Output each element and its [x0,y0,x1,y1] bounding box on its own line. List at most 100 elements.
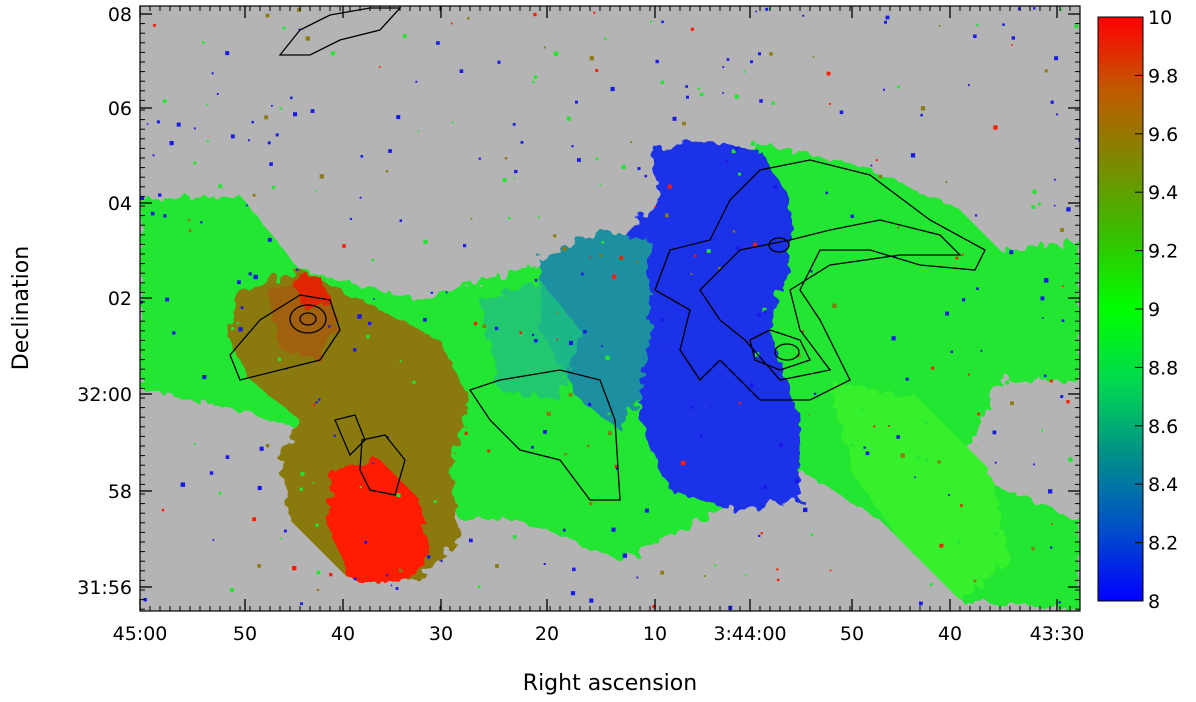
noise-speck [1011,44,1013,46]
noise-speck [312,482,315,484]
noise-speck [333,434,336,437]
noise-speck [1053,204,1056,207]
noise-speck [238,327,243,332]
noise-speck [169,141,174,146]
noise-speck [279,107,282,110]
noise-speck [257,564,261,568]
noise-speck [463,244,467,248]
noise-speck [870,164,873,167]
noise-speck [342,244,346,248]
noise-speck [467,17,470,20]
noise-speck [553,234,557,238]
noise-speck [771,101,775,105]
noise-speck [1010,401,1014,406]
noise-speck [577,158,581,162]
noise-speck [252,517,257,522]
noise-speck [948,494,950,496]
noise-speck [1078,139,1080,142]
noise-speck [1044,69,1048,73]
noise-speck [699,92,704,97]
noise-specks [140,7,1080,611]
colorbar-tick-label: 8.8 [1148,357,1178,379]
noise-speck [829,569,832,572]
noise-speck [813,392,817,395]
noise-speck [757,313,762,318]
noise-speck [910,153,916,158]
noise-speck [709,405,712,408]
noise-speck [938,24,941,27]
noise-speck [153,24,156,27]
noise-speck [611,527,616,532]
colorbar-tick-label: 9.4 [1148,182,1178,204]
noise-speck [415,80,418,83]
noise-speck [1060,395,1064,398]
noise-speck [937,460,941,464]
noise-speck [229,588,234,593]
noise-speck [749,383,754,388]
noise-speck [556,312,559,315]
noise-speck [945,181,948,183]
noise-speck [206,140,209,143]
noise-speck [158,193,162,197]
noise-speck [143,598,147,602]
noise-speck [1032,189,1037,194]
noise-speck [225,455,230,459]
noise-speck [464,387,467,390]
noise-speck [589,56,594,61]
noise-speck [353,577,357,581]
noise-speck [508,217,511,220]
noise-speck [537,216,540,219]
noise-speck [825,191,828,195]
noise-speck [373,298,375,300]
noise-speck [607,431,612,436]
noise-speck [152,154,155,157]
blue-region [620,140,800,510]
noise-speck [738,172,741,176]
noise-speck [1072,572,1076,576]
noise-speck [916,455,920,459]
noise-speck [992,430,997,435]
noise-speck [590,478,593,481]
y-tick-label: 58 [108,481,132,503]
x-tick-label: 40 [938,623,962,645]
noise-speck [589,256,591,259]
noise-speck [533,13,537,17]
noise-speck [259,446,264,451]
noise-speck [140,196,145,200]
noise-speck [655,59,659,64]
noise-speck [977,412,980,416]
noise-speck [317,588,320,592]
noise-speck [296,268,299,271]
noise-speck [690,27,694,31]
noise-speck [796,500,798,502]
x-axis: 45:00 50 40 30 20 10 3:44:00 50 40 43:30 [113,6,1084,645]
noise-speck [681,460,686,466]
noise-speck [640,464,645,468]
noise-speck [703,575,706,577]
noise-speck [888,451,890,453]
y-tick-label: 32:00 [77,384,132,406]
x-tick-label: 45:00 [113,623,168,645]
noise-speck [685,85,688,88]
noise-speck [1061,319,1065,322]
noise-speck [914,476,916,479]
noise-speck [652,604,656,609]
noise-speck [897,226,900,229]
x-tick-label: 20 [535,623,559,645]
noise-speck [495,564,499,568]
noise-speck [828,303,831,306]
noise-speck [184,255,189,259]
noise-speck [1066,400,1070,404]
noise-speck [284,529,287,533]
contour-west-outer [229,294,341,381]
noise-speck [566,116,571,121]
noise-speck [571,145,574,148]
noise-speck [265,13,270,18]
noise-speck [735,245,740,250]
noise-speck [794,479,799,484]
noise-speck [1011,526,1015,531]
noise-speck [672,116,677,121]
noise-speck [826,71,831,76]
noise-speck [950,350,953,353]
noise-speck [644,174,648,178]
